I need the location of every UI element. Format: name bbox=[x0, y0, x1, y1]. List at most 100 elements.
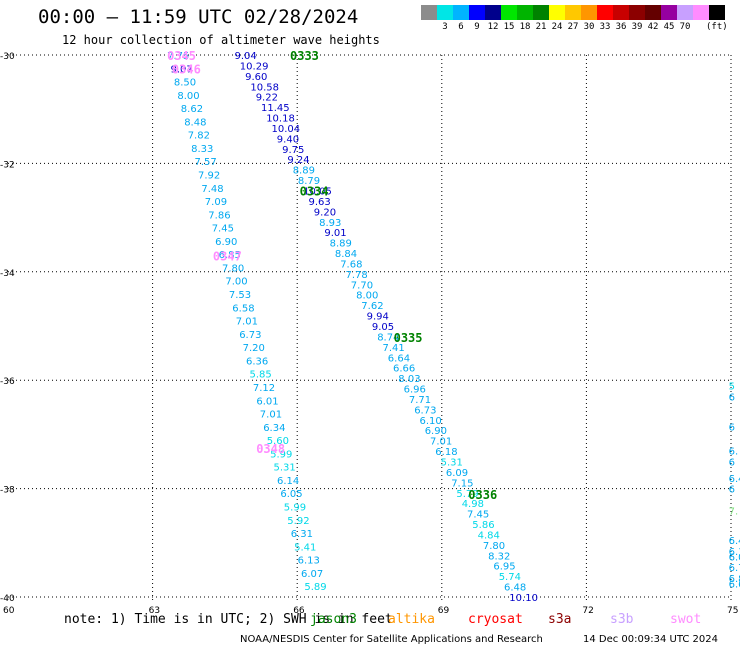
wave-height-value: 6.36 bbox=[246, 356, 268, 367]
wave-height-value: 6. bbox=[729, 447, 739, 458]
colorbar-label: 33 bbox=[599, 22, 611, 32]
wave-height-value: 7.12 bbox=[253, 383, 275, 394]
colorbar-swatch bbox=[581, 5, 597, 20]
wave-height-value: 6.07 bbox=[301, 569, 323, 580]
wave-height-value: 8.48 bbox=[184, 117, 206, 128]
wave-height-value: 7.82 bbox=[188, 131, 210, 142]
wave-height-value: 6.40 bbox=[729, 536, 740, 547]
wave-height-value: 6.65 bbox=[729, 580, 740, 591]
pass-number-label: 0345 bbox=[167, 49, 196, 63]
longitude-label: 63 bbox=[149, 606, 160, 616]
wave-height-value: 7.86 bbox=[208, 210, 230, 221]
wave-height-value: 5.99 bbox=[284, 503, 306, 514]
wave-height-value: 7.57 bbox=[195, 157, 217, 168]
pass-number-label: 0348 bbox=[256, 442, 285, 456]
wave-height-value: 9.40 bbox=[277, 134, 299, 145]
wave-height-value: 9.75 bbox=[282, 145, 304, 156]
wave-height-value: 8.03 bbox=[398, 374, 420, 385]
footer-credit: NOAA/NESDIS Center for Satellite Applica… bbox=[240, 634, 543, 645]
latitude-label: -34 bbox=[0, 269, 15, 279]
wave-height-value: 9.94 bbox=[367, 312, 389, 323]
wave-height-value: 10.58 bbox=[250, 82, 279, 93]
wave-height-value: 6 bbox=[729, 393, 735, 404]
wave-height-value: 10.18 bbox=[266, 114, 295, 125]
colorbar-label: 36 bbox=[615, 22, 627, 32]
wave-height-value: 7.68 bbox=[340, 260, 362, 271]
wave-height-value: 8.89 bbox=[330, 239, 352, 250]
wave-height-value: 5.31 bbox=[441, 458, 463, 469]
wave-height-value: 6.12 bbox=[729, 547, 740, 558]
wave-height-value: 5.41 bbox=[294, 542, 316, 553]
colorbar-swatch bbox=[549, 5, 565, 20]
satellite-legend-swot: swot bbox=[670, 612, 702, 627]
colorbar-label: 3 bbox=[442, 22, 448, 32]
wave-height-value: 6.48 bbox=[504, 583, 526, 594]
wave-height-value: 10.10 bbox=[509, 593, 538, 604]
wave-height-value: 6.02 bbox=[729, 552, 740, 563]
colorbar-label: 42 bbox=[647, 22, 659, 32]
satellite-legend-s3a: s3a bbox=[548, 612, 572, 627]
wave-height-value: 8.89 bbox=[293, 166, 315, 177]
wave-height-value: 6.73 bbox=[414, 405, 436, 416]
wave-height-value: 8.33 bbox=[191, 144, 213, 155]
colorbar-swatch bbox=[709, 5, 725, 20]
colorbar-swatch bbox=[677, 5, 693, 20]
wave-height-value: 6.66 bbox=[393, 364, 415, 375]
colorbar-swatch bbox=[597, 5, 613, 20]
wave-height-value: 5 bbox=[729, 382, 735, 393]
colorbar-label: 12 bbox=[487, 22, 499, 32]
colorbar-label: 18 bbox=[519, 22, 531, 32]
colorbar-swatch bbox=[485, 5, 501, 20]
wave-height-value: 7.01 bbox=[260, 410, 282, 421]
colorbar-swatch bbox=[469, 5, 485, 20]
wave-height-value: 6.96 bbox=[404, 385, 426, 396]
pass-number-label: 0333 bbox=[290, 49, 319, 63]
wave-height-value: 7.75 bbox=[167, 51, 189, 62]
satellite-legend-jason3: jason3 bbox=[310, 612, 357, 627]
latitude-label: -38 bbox=[0, 486, 15, 496]
wave-height-value: 5.89 bbox=[304, 582, 326, 593]
colorbar-swatch bbox=[693, 5, 709, 20]
wave-height-value: 7.80 bbox=[222, 264, 244, 275]
wave-height-value: 7.09 bbox=[205, 197, 227, 208]
wave-height-value: 5.92 bbox=[287, 516, 309, 527]
wave-height-value: 4.84 bbox=[478, 531, 500, 542]
wave-height-value: 7.48 bbox=[201, 184, 223, 195]
satellite-legend-s3b: s3b bbox=[610, 612, 634, 627]
wave-height-value: 7.78 bbox=[346, 270, 368, 281]
wave-height-value: 6.4 bbox=[729, 474, 740, 485]
map-title: 00:00 – 11:59 UTC 02/28/2024 bbox=[38, 6, 359, 28]
wave-height-value: 7.71 bbox=[409, 395, 431, 406]
colorbar-unit: (ft) bbox=[706, 22, 728, 32]
pass-number-label: 0346 bbox=[172, 63, 201, 77]
wave-height-value: 9.60 bbox=[245, 72, 267, 83]
wave-height-value: 6.90 bbox=[425, 426, 447, 437]
wave-height-value: 7.62 bbox=[361, 301, 383, 312]
wave-height-value: 9.24 bbox=[287, 155, 309, 166]
pass-number-label: 0347 bbox=[213, 250, 242, 264]
wave-height-value: 9.07 bbox=[171, 64, 193, 75]
wave-height-value: 6.72 bbox=[729, 563, 740, 574]
wave-height-value: 7.41 bbox=[383, 343, 405, 354]
latitude-label: -30 bbox=[0, 52, 15, 62]
colorbar-label: 9 bbox=[474, 22, 480, 32]
wave-height-value: 10.05 bbox=[303, 187, 332, 198]
wave-height-value: 6.05 bbox=[280, 489, 302, 500]
wave-height-value: 5.60 bbox=[267, 436, 289, 447]
wave-height-value: 9.05 bbox=[372, 322, 394, 333]
colorbar-swatch bbox=[613, 5, 629, 20]
colorbar-swatch bbox=[437, 5, 453, 20]
wave-height-value: 8.79 bbox=[298, 176, 320, 187]
footer-timestamp: 14 Dec 00:09:34 UTC 2024 bbox=[583, 634, 718, 645]
wave-height-value: 9.63 bbox=[309, 197, 331, 208]
wave-height-value: 5.31 bbox=[274, 463, 296, 474]
wave-height-value: 6.87 bbox=[729, 574, 740, 585]
colorbar-label: 70 bbox=[679, 22, 691, 32]
wave-height-value: 11.45 bbox=[261, 103, 290, 114]
pass-number-label: 0335 bbox=[394, 331, 423, 345]
wave-height-value: 7.70 bbox=[351, 280, 373, 291]
wave-height-value: 6 bbox=[729, 458, 735, 469]
wave-height-value: 9.04 bbox=[235, 51, 257, 62]
map-subtitle: 12 hour collection of altimeter wave hei… bbox=[62, 33, 380, 47]
